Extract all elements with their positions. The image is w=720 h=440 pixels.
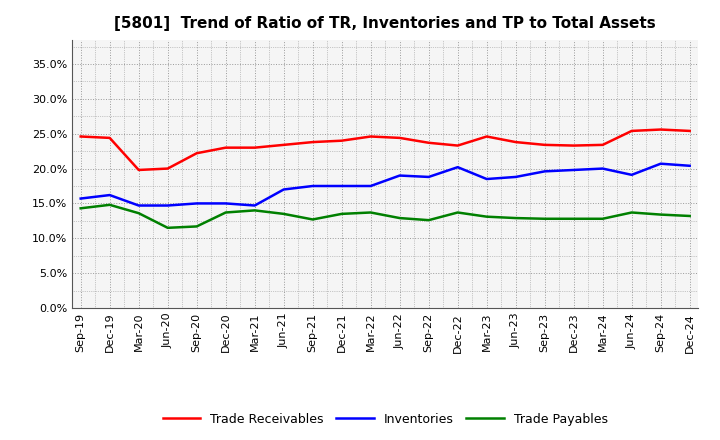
Trade Payables (511, 216, 520, 221)
Inventories (598, 166, 607, 171)
Trade Receivables (279, 142, 288, 147)
Trade Receivables (454, 143, 462, 148)
Inventories (135, 203, 143, 208)
Trade Payables (221, 210, 230, 215)
Trade Payables (454, 210, 462, 215)
Trade Payables (308, 217, 317, 222)
Trade Receivables (598, 142, 607, 147)
Inventories (76, 196, 85, 201)
Trade Receivables (338, 138, 346, 143)
Inventories (482, 176, 491, 182)
Trade Payables (338, 211, 346, 216)
Trade Payables (279, 211, 288, 216)
Trade Receivables (685, 128, 694, 134)
Trade Payables (366, 210, 375, 215)
Trade Payables (598, 216, 607, 221)
Inventories (570, 167, 578, 172)
Trade Receivables (482, 134, 491, 139)
Inventories (627, 172, 636, 177)
Inventories (541, 169, 549, 174)
Inventories (395, 173, 404, 178)
Inventories (279, 187, 288, 192)
Trade Payables (251, 208, 259, 213)
Inventories (657, 161, 665, 166)
Inventories (192, 201, 201, 206)
Trade Receivables (251, 145, 259, 150)
Trade Payables (135, 211, 143, 216)
Trade Payables (424, 217, 433, 223)
Trade Payables (570, 216, 578, 221)
Trade Payables (657, 212, 665, 217)
Trade Payables (76, 205, 85, 211)
Trade Receivables (135, 167, 143, 172)
Trade Receivables (511, 139, 520, 145)
Trade Receivables (192, 150, 201, 156)
Trade Receivables (163, 166, 172, 171)
Inventories (163, 203, 172, 208)
Trade Receivables (657, 127, 665, 132)
Inventories (511, 174, 520, 180)
Trade Receivables (76, 134, 85, 139)
Inventories (366, 183, 375, 189)
Inventories (685, 163, 694, 169)
Inventories (424, 174, 433, 180)
Trade Receivables (541, 142, 549, 147)
Trade Receivables (395, 135, 404, 140)
Trade Payables (685, 213, 694, 219)
Inventories (308, 183, 317, 189)
Inventories (454, 165, 462, 170)
Inventories (105, 192, 114, 198)
Line: Trade Receivables: Trade Receivables (81, 129, 690, 170)
Line: Trade Payables: Trade Payables (81, 205, 690, 228)
Trade Receivables (105, 135, 114, 140)
Inventories (338, 183, 346, 189)
Trade Receivables (308, 139, 317, 145)
Trade Payables (105, 202, 114, 208)
Trade Receivables (221, 145, 230, 150)
Trade Payables (163, 225, 172, 231)
Trade Payables (395, 216, 404, 221)
Title: [5801]  Trend of Ratio of TR, Inventories and TP to Total Assets: [5801] Trend of Ratio of TR, Inventories… (114, 16, 656, 32)
Trade Payables (541, 216, 549, 221)
Trade Receivables (366, 134, 375, 139)
Trade Receivables (424, 140, 433, 145)
Inventories (251, 203, 259, 208)
Trade Payables (192, 224, 201, 229)
Trade Receivables (627, 128, 636, 134)
Line: Inventories: Inventories (81, 164, 690, 205)
Inventories (221, 201, 230, 206)
Trade Payables (482, 214, 491, 219)
Trade Receivables (570, 143, 578, 148)
Legend: Trade Receivables, Inventories, Trade Payables: Trade Receivables, Inventories, Trade Pa… (158, 407, 613, 431)
Trade Payables (627, 210, 636, 215)
